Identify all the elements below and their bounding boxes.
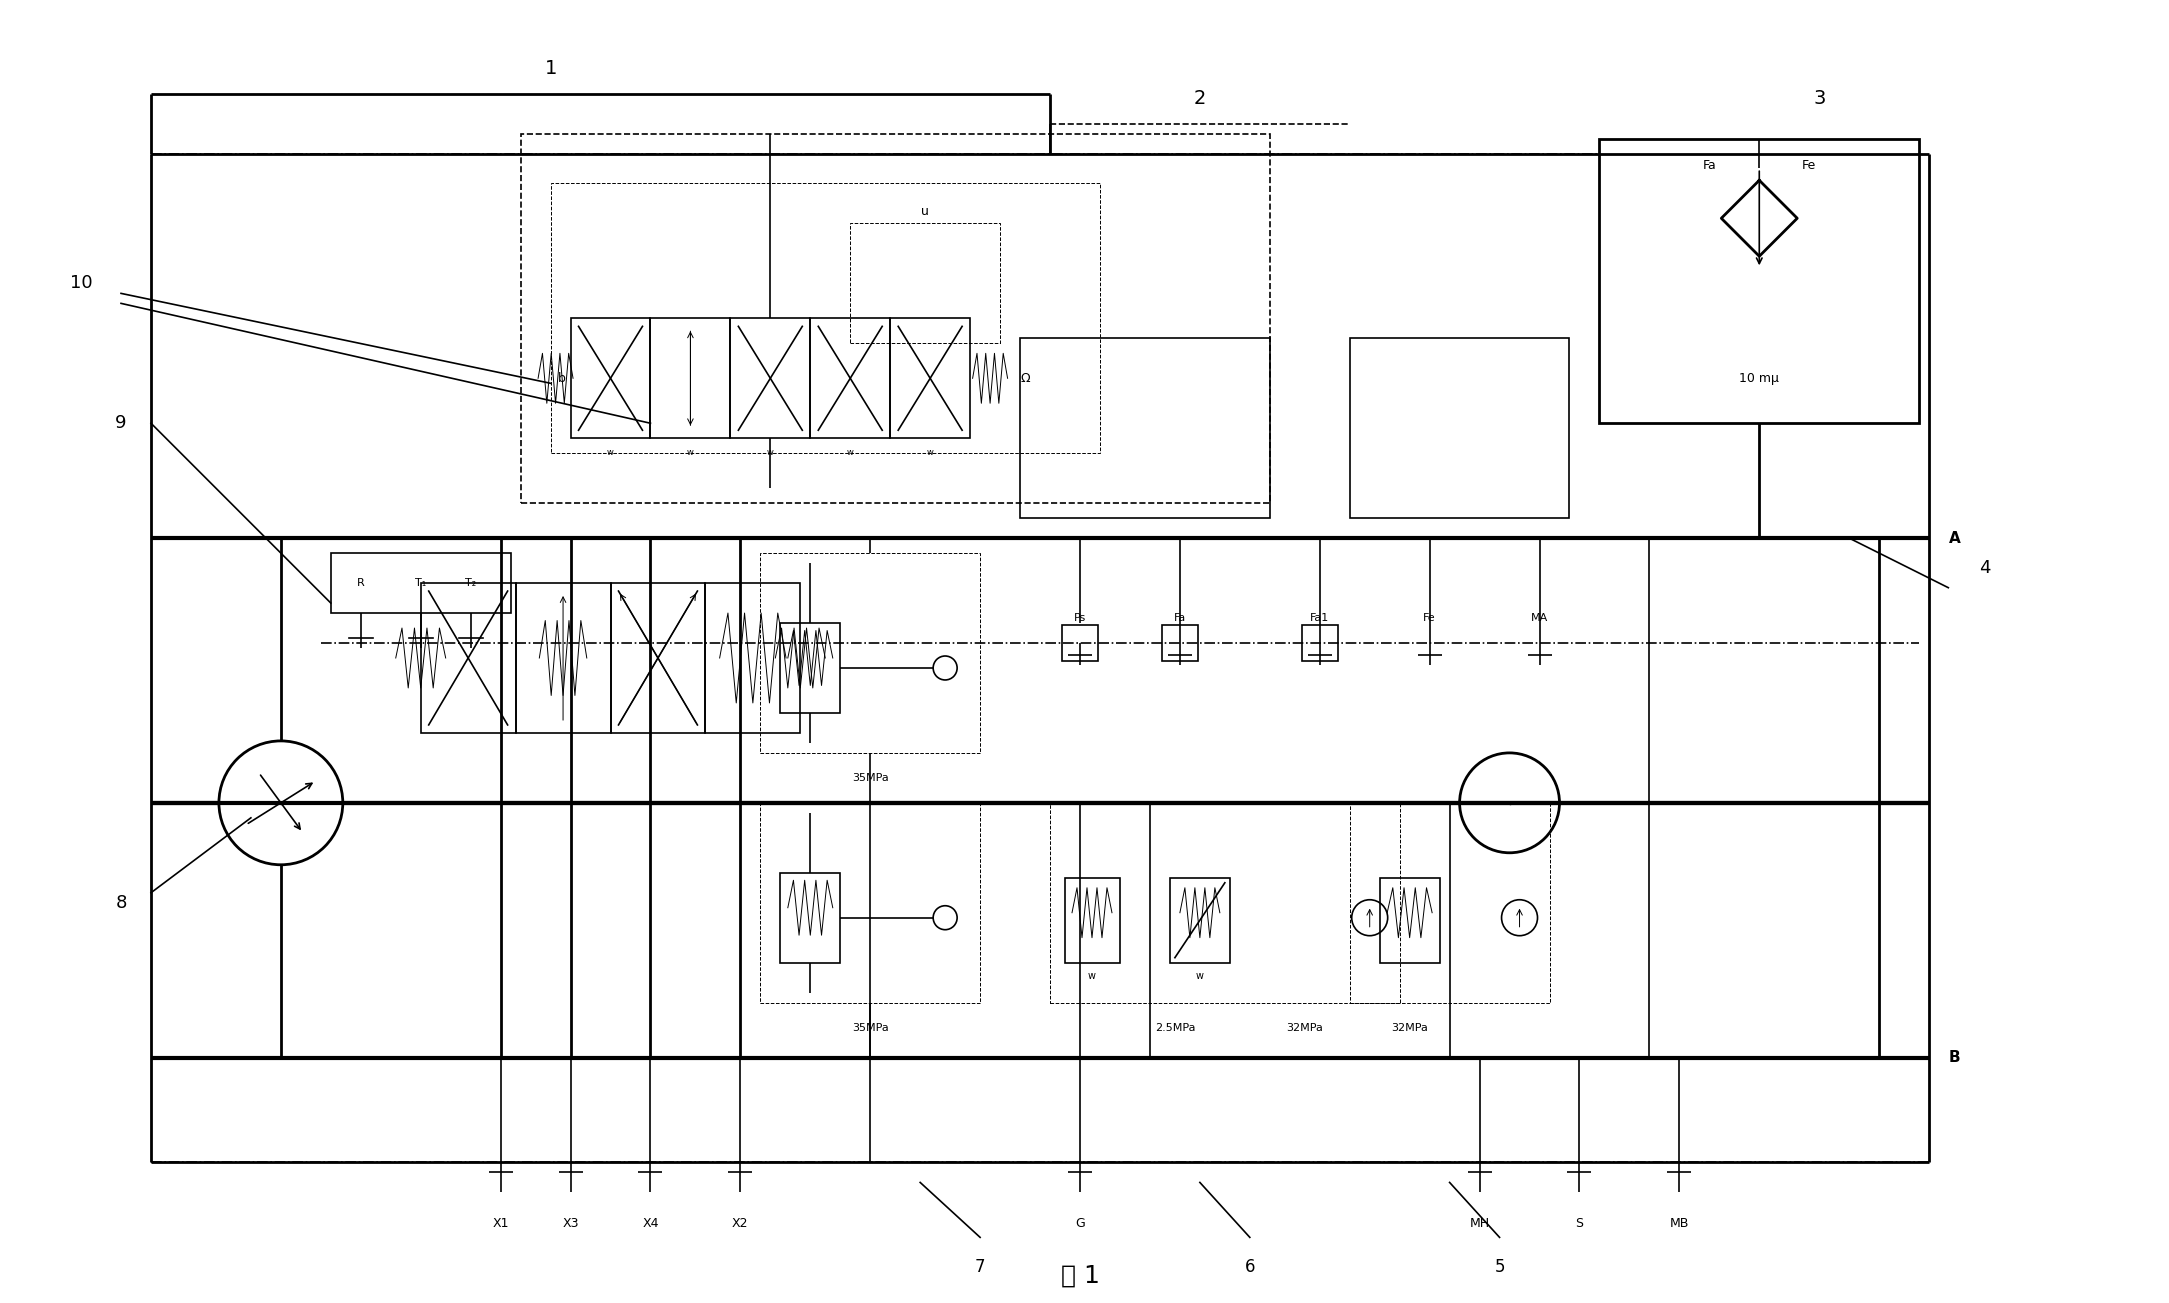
Text: A: A	[1950, 530, 1961, 546]
Text: Ω: Ω	[1019, 371, 1030, 384]
Text: X2: X2	[733, 1217, 748, 1230]
Text: S: S	[1575, 1217, 1583, 1230]
Text: Ps: Ps	[1074, 612, 1087, 623]
Bar	[1349, 339, 1570, 519]
Bar	[1379, 878, 1440, 963]
Text: w: w	[768, 448, 774, 457]
Text: 6: 6	[1245, 1259, 1256, 1277]
Bar	[1599, 138, 1920, 423]
Text: 10: 10	[69, 275, 93, 292]
Text: 10 mμ: 10 mμ	[1740, 371, 1779, 384]
Text: w: w	[1195, 971, 1204, 981]
Bar	[811, 318, 889, 438]
Bar	[889, 318, 970, 438]
Text: 35MPa: 35MPa	[852, 773, 889, 783]
Text: 2.5MPa: 2.5MPa	[1154, 1023, 1195, 1032]
Text: X4: X4	[642, 1217, 659, 1230]
Text: u: u	[922, 206, 928, 219]
Text: 4: 4	[1978, 559, 1991, 577]
Text: T₂: T₂	[464, 579, 477, 588]
Bar	[761, 552, 980, 753]
Bar	[551, 184, 1100, 453]
Text: Fa1: Fa1	[1310, 612, 1330, 623]
Text: 1: 1	[544, 59, 557, 78]
Text: 35MPa: 35MPa	[852, 1023, 889, 1032]
Bar	[516, 582, 609, 732]
Text: w: w	[846, 448, 855, 457]
Bar	[609, 582, 705, 732]
Bar	[781, 623, 839, 713]
Bar	[761, 803, 980, 1002]
Text: 3: 3	[1813, 89, 1826, 108]
Bar	[1019, 339, 1269, 519]
Text: G: G	[1076, 1217, 1084, 1230]
Text: Fe: Fe	[1423, 612, 1436, 623]
Text: MH: MH	[1471, 1217, 1490, 1230]
Bar	[1163, 625, 1197, 661]
Bar	[651, 318, 731, 438]
Text: w: w	[688, 448, 694, 457]
Bar	[521, 133, 1269, 503]
Text: b: b	[557, 371, 566, 384]
Text: R: R	[358, 579, 364, 588]
Bar	[731, 318, 811, 438]
Text: X1: X1	[492, 1217, 510, 1230]
Bar	[421, 582, 516, 732]
Text: w: w	[926, 448, 933, 457]
Text: Fa: Fa	[1703, 159, 1716, 172]
Text: Fa: Fa	[1173, 612, 1186, 623]
Text: 7: 7	[974, 1259, 985, 1277]
Bar	[1169, 878, 1230, 963]
Bar	[332, 552, 510, 612]
Text: B: B	[1950, 1050, 1961, 1065]
Text: 32MPa: 32MPa	[1286, 1023, 1323, 1032]
Text: 5: 5	[1494, 1259, 1505, 1277]
Text: 图 1: 图 1	[1061, 1264, 1100, 1287]
Text: X3: X3	[562, 1217, 579, 1230]
Text: 2: 2	[1193, 89, 1206, 108]
Bar	[781, 873, 839, 963]
Text: 8: 8	[115, 894, 126, 912]
Bar	[1063, 625, 1098, 661]
Text: w: w	[1089, 971, 1095, 981]
Bar	[1065, 878, 1119, 963]
Text: MA: MA	[1531, 612, 1549, 623]
Bar	[1349, 803, 1549, 1002]
Bar	[705, 582, 800, 732]
Bar	[570, 318, 651, 438]
Bar	[1301, 625, 1338, 661]
Bar	[1050, 803, 1399, 1002]
Text: MB: MB	[1670, 1217, 1690, 1230]
Text: T₁: T₁	[414, 579, 427, 588]
Text: Fe: Fe	[1802, 159, 1815, 172]
Text: 32MPa: 32MPa	[1390, 1023, 1427, 1032]
Text: w: w	[607, 448, 614, 457]
Text: 9: 9	[115, 414, 126, 433]
Bar	[850, 223, 1000, 343]
